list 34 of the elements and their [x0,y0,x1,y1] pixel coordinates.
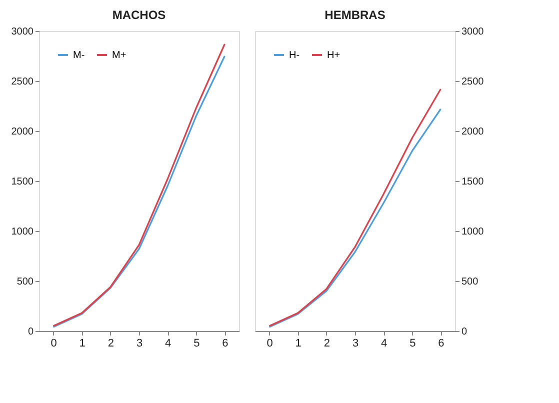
x-tick-label: 1 [295,338,302,350]
x-tick-label: 5 [410,338,416,350]
y-tick-label: 3000 [11,26,34,38]
x-tick-label: 3 [136,338,143,350]
x-tick-label: 2 [324,338,330,350]
y-tick-label: 2500 [11,76,34,88]
y-tick-label: 1500 [462,176,484,188]
y-tick-label: 500 [462,276,479,288]
y-tick-label: 2000 [11,126,34,138]
x-tick-label: 5 [194,338,200,350]
y-tick-label: 1000 [11,226,34,238]
y-tick-label: 0 [28,326,34,338]
y-tick-label: 0 [462,326,468,338]
legend-label: H+ [327,50,340,61]
x-tick-label: 4 [381,338,388,350]
x-tick-label: 6 [222,338,228,350]
x-tick-label: 4 [165,338,172,350]
x-tick-label: 6 [438,338,444,350]
chart-title: MACHOS [112,8,166,22]
x-tick-label: 1 [79,338,86,350]
y-tick-label: 1500 [11,176,34,188]
x-tick-label: 2 [108,338,114,350]
chart-title: HEMBRAS [324,8,386,22]
legend-label: H- [289,50,300,61]
x-tick-label: 0 [50,338,57,350]
y-tick-label: 1000 [462,226,484,238]
y-tick-label: 2000 [462,126,484,138]
x-tick-label: 3 [352,338,359,350]
legend-label: M+ [112,50,126,61]
legend-label: M- [73,50,85,61]
y-tick-label: 3000 [462,26,484,38]
x-tick-label: 0 [266,338,273,350]
y-tick-label: 2500 [462,76,484,88]
y-tick-label: 500 [16,276,34,288]
